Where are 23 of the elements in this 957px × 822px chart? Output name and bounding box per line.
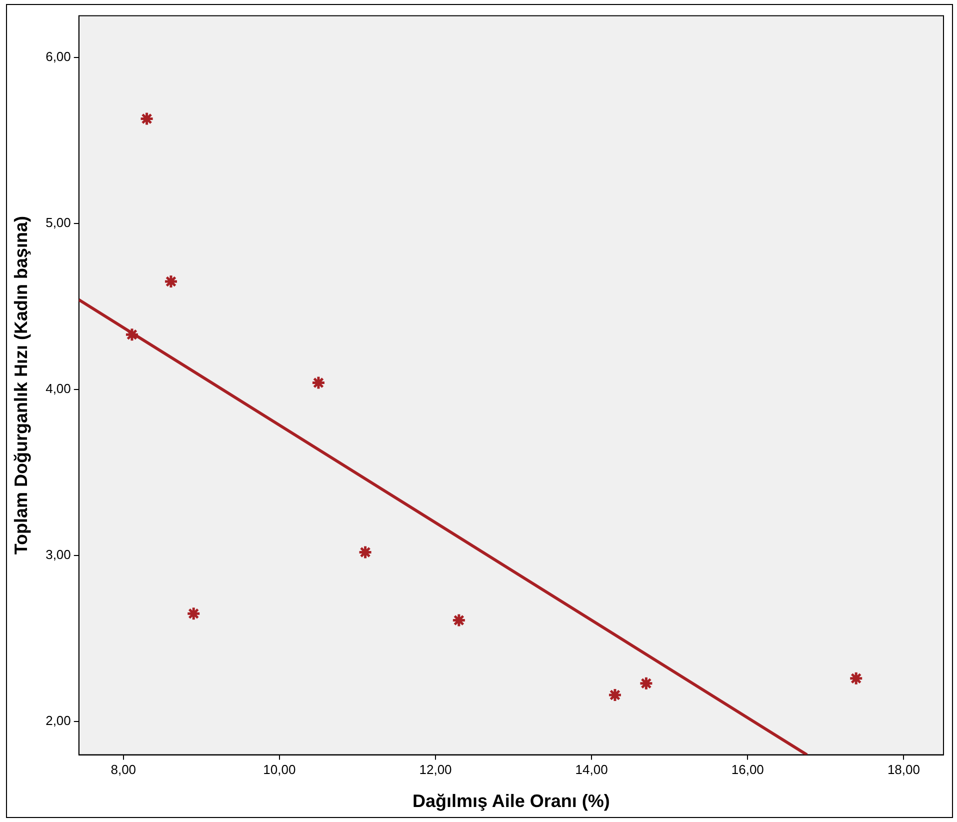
x-tick-label: 12,00 <box>419 762 452 778</box>
point <box>124 327 140 342</box>
point <box>311 376 326 390</box>
point <box>140 112 154 126</box>
x-axis-title: Dağılmış Aile Oranı (%) <box>412 791 610 812</box>
y-tick-label: 5,00 <box>46 214 71 230</box>
point <box>186 606 201 621</box>
y-tick-label: 4,00 <box>46 381 71 396</box>
x-tick-label: 14,00 <box>575 762 608 778</box>
point <box>358 544 373 560</box>
x-tick-label: 10,00 <box>263 762 296 778</box>
y-axis-title: Toplam Doğurganlık Hızı (Kadın başına) <box>10 216 31 555</box>
point <box>452 613 466 628</box>
x-tick-label: 16,00 <box>731 762 764 778</box>
point <box>638 676 654 691</box>
x-tick-label: 8,00 <box>110 762 136 778</box>
y-tick-label: 2,00 <box>46 713 71 728</box>
point <box>848 671 864 686</box>
point <box>164 274 178 289</box>
point <box>608 688 622 702</box>
y-tick-label: 3,00 <box>46 547 71 562</box>
x-tick-label: 18,00 <box>887 762 920 778</box>
y-tick-label: 6,00 <box>46 48 71 64</box>
